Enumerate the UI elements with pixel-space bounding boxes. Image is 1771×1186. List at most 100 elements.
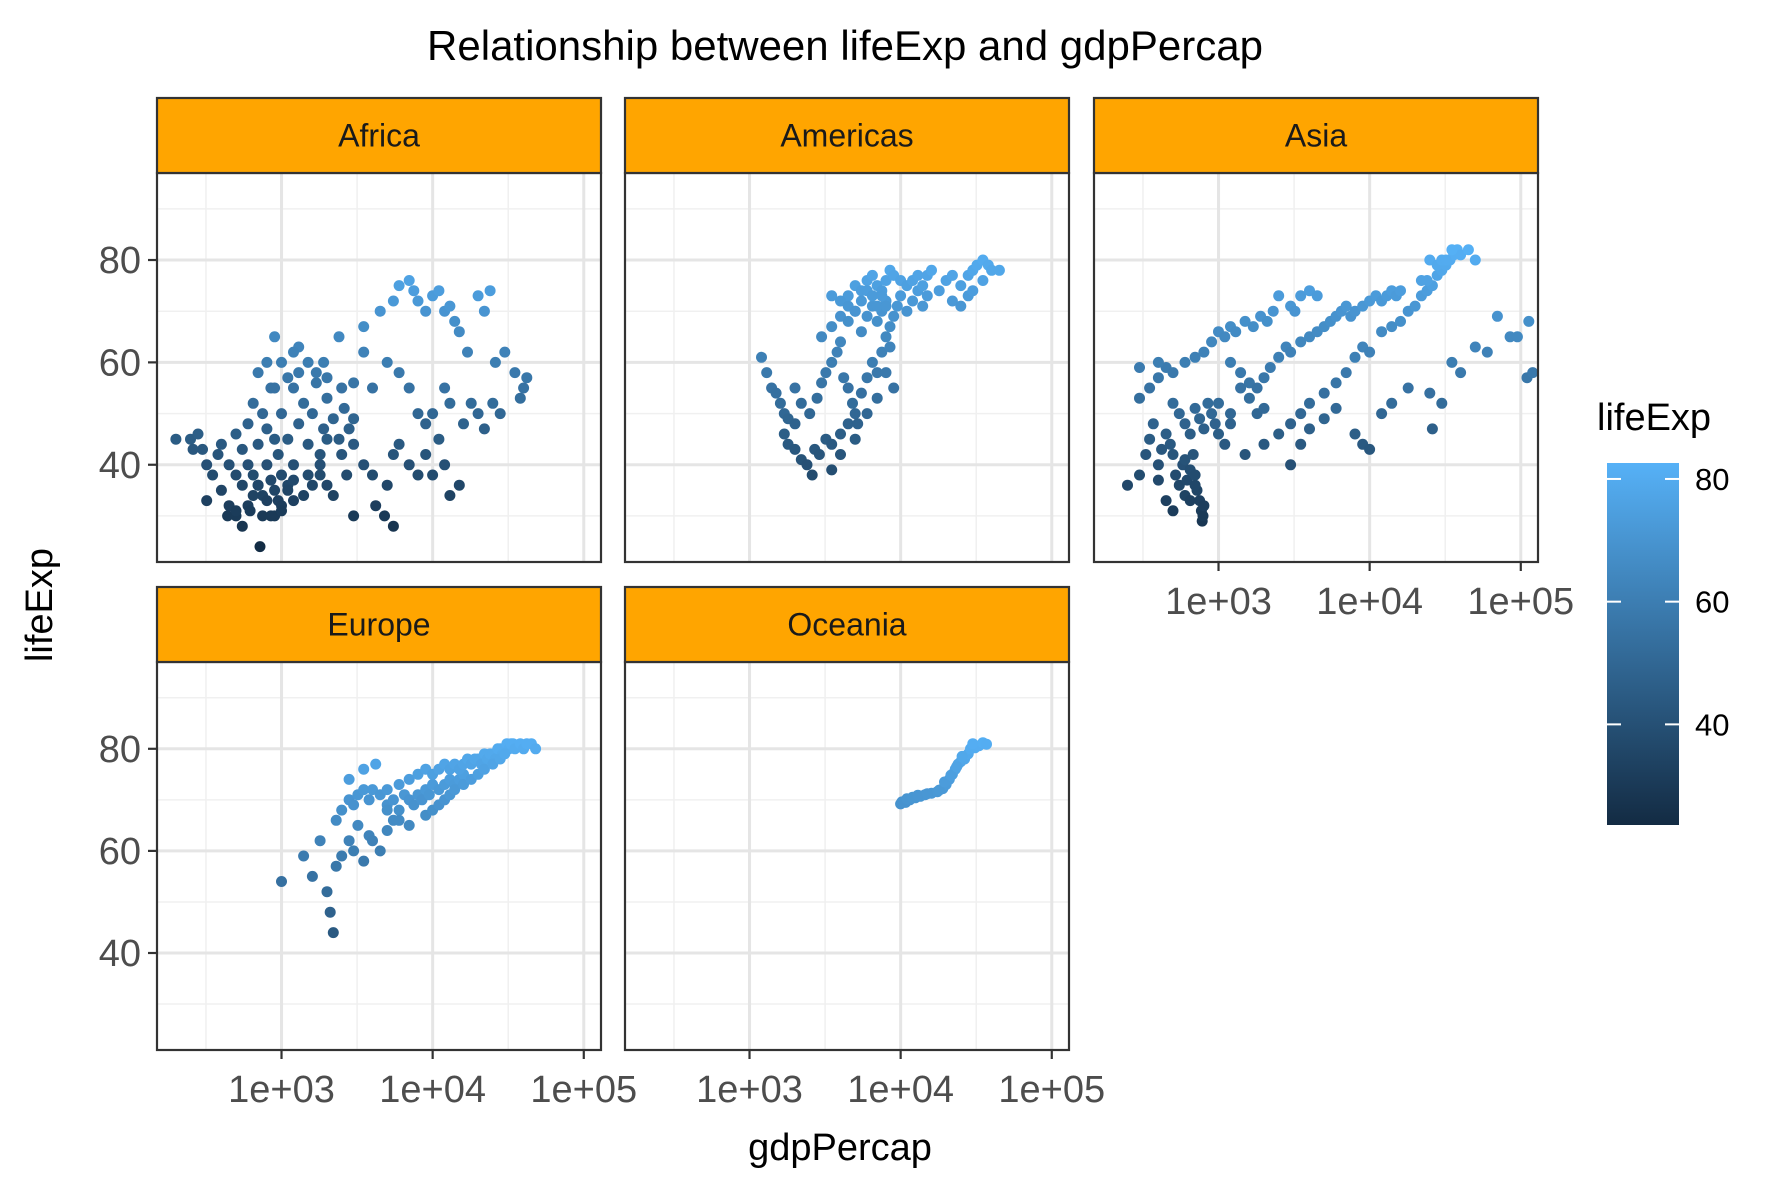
data-point — [420, 418, 432, 430]
data-point — [306, 479, 318, 491]
data-point — [387, 295, 399, 307]
data-point — [489, 356, 501, 368]
data-point — [861, 310, 873, 322]
data-point — [977, 275, 989, 286]
data-point — [1318, 387, 1330, 399]
data-point — [458, 418, 469, 430]
data-point — [433, 285, 445, 297]
data-point — [1152, 356, 1164, 368]
data-point — [1340, 367, 1352, 379]
data-point — [444, 490, 456, 501]
data-point — [866, 290, 878, 302]
data-point — [1436, 397, 1448, 409]
data-point — [1426, 423, 1438, 435]
data-point — [487, 397, 499, 409]
data-point — [770, 387, 782, 399]
data-point — [1184, 495, 1196, 507]
data-point — [302, 438, 314, 450]
data-point — [393, 280, 405, 292]
data-point — [314, 449, 326, 460]
data-point — [1140, 449, 1152, 460]
data-point — [907, 295, 919, 307]
data-point — [381, 479, 393, 491]
data-point — [276, 876, 287, 887]
data-point — [197, 443, 208, 455]
data-point — [1285, 346, 1297, 358]
data-point — [871, 315, 883, 327]
legend-tick-label: 80 — [1695, 462, 1729, 497]
data-point — [993, 264, 1005, 276]
x-tick-label: 1e+05 — [998, 1069, 1105, 1111]
data-point — [343, 773, 355, 785]
data-point — [1198, 423, 1210, 435]
data-point — [813, 449, 825, 460]
data-point — [1267, 305, 1279, 317]
data-point — [444, 397, 456, 409]
data-point — [288, 474, 299, 486]
data-point — [327, 927, 339, 939]
x-tick-label: 1e+03 — [1165, 581, 1272, 623]
data-point — [880, 367, 892, 379]
data-point — [1189, 402, 1201, 414]
data-point — [826, 464, 838, 476]
data-point — [367, 835, 378, 847]
data-point — [318, 423, 330, 435]
data-point — [288, 382, 299, 394]
data-point — [838, 372, 850, 384]
data-point — [321, 479, 333, 491]
data-point — [261, 495, 273, 507]
data-point — [276, 408, 287, 420]
data-point — [269, 433, 281, 445]
facet-panel-europe: Europe 40 60 80 1e+03 1e+04 1e+05 — [99, 585, 637, 1111]
data-point — [403, 773, 415, 785]
data-point — [230, 505, 242, 517]
data-point — [293, 418, 305, 430]
data-point — [1364, 443, 1376, 455]
data-point — [842, 382, 854, 394]
data-point — [866, 356, 878, 368]
data-point — [387, 520, 399, 532]
data-point — [945, 769, 957, 781]
data-point — [1219, 438, 1231, 450]
data-point — [1523, 315, 1535, 327]
data-point — [321, 886, 333, 898]
y-tick-label: 80 — [99, 240, 141, 282]
chart-title: Relationship between lifeExp and gdpPerc… — [427, 22, 1263, 69]
data-point — [282, 372, 294, 384]
data-point — [1386, 321, 1398, 333]
y-tick-label: 60 — [99, 831, 141, 873]
data-point — [348, 510, 360, 522]
data-point — [1469, 341, 1481, 353]
data-point — [336, 449, 348, 460]
data-point — [272, 449, 284, 460]
data-point — [242, 418, 254, 430]
data-point — [1273, 428, 1285, 440]
data-point — [269, 331, 281, 343]
legend-tick-label: 40 — [1695, 707, 1729, 742]
data-point — [981, 738, 992, 750]
data-point — [276, 505, 287, 517]
data-point — [1247, 321, 1259, 333]
data-point — [336, 382, 348, 394]
facet-strip — [155, 585, 603, 664]
data-point — [257, 510, 269, 522]
data-point — [1152, 459, 1164, 471]
data-point — [880, 331, 892, 343]
data-point — [393, 438, 405, 450]
data-point — [261, 459, 273, 471]
data-point — [367, 469, 378, 481]
data-point — [789, 443, 801, 455]
data-point — [257, 408, 269, 420]
data-point — [472, 290, 484, 302]
data-point — [1295, 336, 1307, 348]
data-point — [1134, 469, 1145, 481]
data-point — [1160, 428, 1172, 440]
data-point — [352, 819, 364, 831]
data-point — [884, 321, 896, 333]
facet-strip — [623, 585, 1071, 664]
data-point — [324, 906, 336, 918]
data-point — [1189, 351, 1201, 363]
data-point — [849, 433, 861, 445]
data-point — [420, 305, 432, 317]
